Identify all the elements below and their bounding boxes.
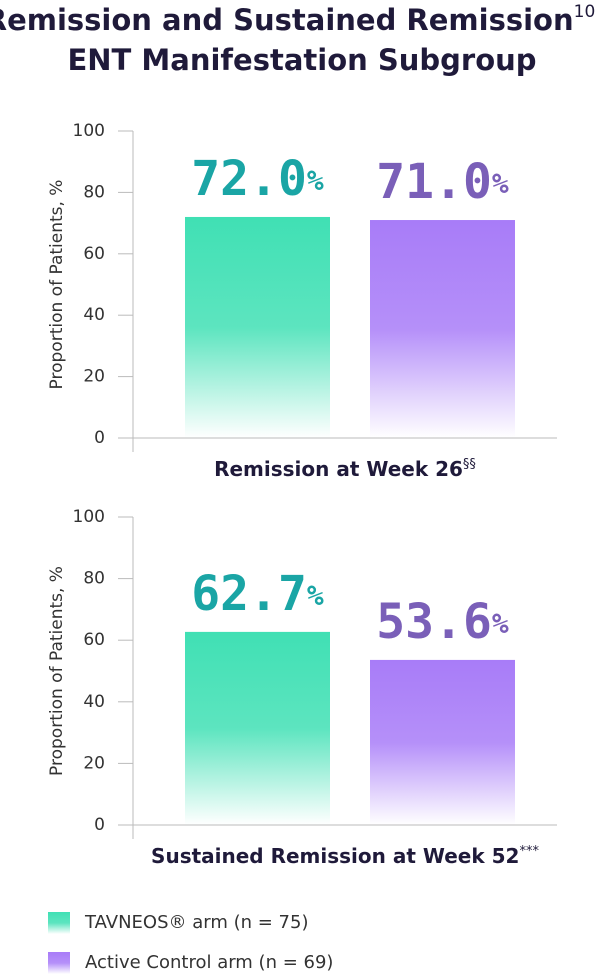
y-tick-label: 100 bbox=[73, 121, 105, 141]
y-tick-label: 0 bbox=[94, 815, 105, 835]
title-text: Remission and Sustained Remission bbox=[0, 3, 574, 37]
title-superscript: 10 bbox=[574, 2, 596, 22]
y-tick-label: 80 bbox=[83, 569, 105, 589]
y-tick-label: 40 bbox=[83, 692, 105, 712]
bar bbox=[185, 216, 330, 438]
bar bbox=[370, 220, 515, 438]
title-line-1: Remission and Sustained Remission10 bbox=[0, 2, 595, 37]
x-axis-label-text: Remission at Week 26 bbox=[214, 457, 463, 481]
value-label: 53.6% bbox=[376, 594, 509, 650]
y-tick-label: 100 bbox=[73, 507, 105, 527]
y-tick-label: 0 bbox=[94, 428, 105, 448]
value-label: 62.7% bbox=[191, 566, 324, 622]
legend-label: TAVNEOS® arm (n = 75) bbox=[84, 912, 308, 933]
y-axis-label: Proportion of Patients, % bbox=[47, 180, 67, 390]
value-label: 72.0% bbox=[191, 151, 324, 207]
x-axis-label: Remission at Week 26§§ bbox=[214, 457, 476, 481]
bar bbox=[185, 631, 330, 825]
y-axis-label: Proportion of Patients, % bbox=[47, 566, 67, 776]
x-axis-label: Sustained Remission at Week 52*** bbox=[151, 844, 539, 868]
y-tick-label: 60 bbox=[83, 630, 105, 650]
legend-swatch bbox=[48, 912, 70, 934]
x-axis-label-text: Sustained Remission at Week 52 bbox=[151, 844, 519, 868]
y-tick-label: 20 bbox=[83, 367, 105, 387]
legend-swatch bbox=[48, 952, 70, 974]
y-tick-label: 20 bbox=[83, 753, 105, 773]
value-label: 71.0% bbox=[376, 154, 509, 210]
y-tick-label: 80 bbox=[83, 182, 105, 202]
x-axis-label-note: §§ bbox=[463, 457, 476, 472]
title-line-2: ENT Manifestation Subgroup bbox=[67, 43, 536, 77]
bar bbox=[370, 659, 515, 825]
legend-label: Active Control arm (n = 69) bbox=[85, 952, 333, 973]
y-tick-label: 60 bbox=[83, 244, 105, 264]
x-axis-label-note: *** bbox=[519, 844, 539, 859]
y-tick-label: 40 bbox=[83, 305, 105, 325]
